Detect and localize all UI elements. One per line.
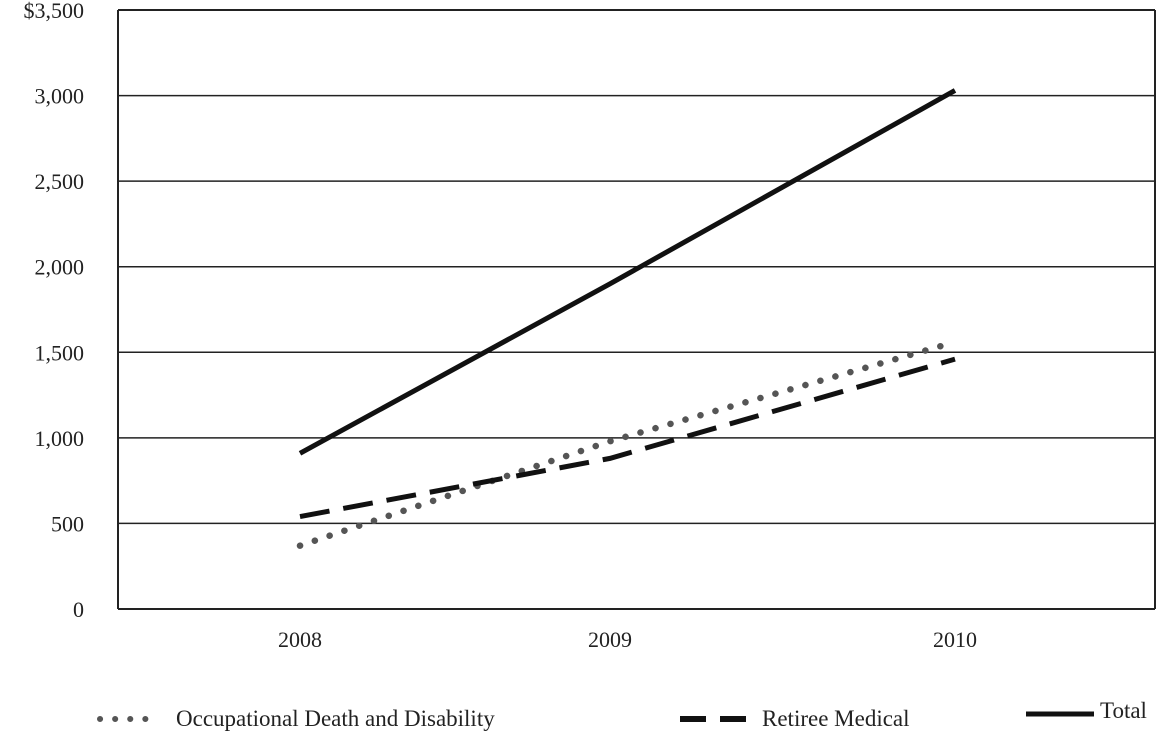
y-tick-label: $3,500: [24, 0, 85, 23]
legend-label-retiree-medical: Retiree Medical: [762, 706, 910, 731]
legend-item-total: Total: [1024, 696, 1147, 726]
line-chart: 0 500 1,000 1,500 2,000 2,500 3,000 $3,500 2008…: [24, 0, 1156, 652]
series-line-total: [298, 88, 957, 456]
legend-label-total: Total: [1100, 698, 1147, 723]
legend-item-retiree-medical: Retiree Medical: [678, 704, 910, 734]
y-tick-label: 500: [51, 511, 84, 536]
x-tick-label: 2010: [933, 627, 977, 652]
dotted-line-swatch: [97, 716, 162, 722]
legend-label-occupational: Occupational Death and Disability: [176, 706, 495, 731]
legend-item-occupational: Occupational Death and Disability: [96, 704, 495, 734]
y-tick-label: 3,000: [35, 84, 85, 109]
x-axis: 2008 2009 2010: [118, 608, 1155, 652]
y-tick-label: 1,500: [35, 340, 85, 365]
x-tick-label: 2009: [588, 627, 632, 652]
y-axis: 0 500 1,000 1,500 2,000 2,500 3,000 $3,500: [24, 0, 119, 622]
series-line-occupational-death-and-disability: [296, 338, 959, 549]
dashed-line-swatch: [680, 716, 748, 722]
y-tick-label: 0: [73, 597, 84, 622]
gridlines: [118, 9, 1156, 609]
solid-line-swatch: [1026, 711, 1094, 717]
y-tick-label: 2,500: [35, 169, 85, 194]
y-tick-label: 2,000: [35, 255, 85, 280]
series-line-retiree-medical: [299, 356, 956, 520]
series-lines: [296, 88, 959, 549]
y-tick-label: 1,000: [35, 426, 85, 451]
x-tick-label: 2008: [278, 627, 322, 652]
